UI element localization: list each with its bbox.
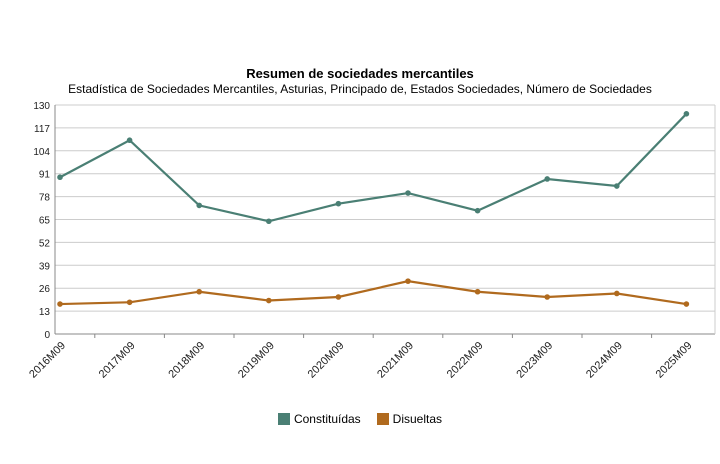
y-tick-label: 104 bbox=[33, 147, 50, 158]
legend-label: Disueltas bbox=[392, 412, 443, 426]
y-tick-label: 13 bbox=[39, 307, 51, 318]
y-tick-label: 65 bbox=[39, 216, 51, 227]
y-tick-label: 0 bbox=[44, 330, 50, 341]
y-tick-label: 91 bbox=[39, 170, 51, 181]
y-tick-label: 78 bbox=[39, 193, 51, 204]
legend-label: Constituídas bbox=[293, 412, 361, 426]
legend-item-constituidas[interactable]: Constituídas bbox=[277, 412, 361, 426]
legend-swatch bbox=[277, 413, 290, 425]
x-tick-label: 2016M09 bbox=[27, 340, 68, 381]
data-point bbox=[335, 200, 342, 207]
x-tick-label: 2024M09 bbox=[584, 340, 625, 381]
data-point bbox=[266, 218, 272, 225]
x-tick-label: 2025M09 bbox=[654, 340, 695, 381]
data-point bbox=[683, 301, 690, 307]
x-tick-label: 2018M09 bbox=[166, 340, 207, 381]
data-point bbox=[196, 288, 202, 295]
data-point bbox=[57, 174, 63, 181]
y-tick-label: 130 bbox=[33, 101, 50, 112]
legend: Constituídas Disueltas bbox=[0, 412, 720, 426]
data-point bbox=[405, 278, 411, 284]
data-point bbox=[126, 299, 133, 306]
series-line-disueltas bbox=[59, 280, 687, 306]
data-point bbox=[405, 190, 411, 196]
data-point bbox=[57, 301, 63, 307]
x-tick-label: 2021M09 bbox=[375, 340, 416, 381]
x-tick-label: 2022M09 bbox=[445, 340, 486, 381]
y-tick-label: 117 bbox=[34, 124, 50, 135]
y-tick-label: 39 bbox=[39, 261, 51, 272]
legend-item-disueltas[interactable]: Disueltas bbox=[376, 412, 443, 426]
x-tick-label: 2020M09 bbox=[306, 340, 347, 381]
y-tick-label: 26 bbox=[39, 284, 51, 295]
data-point bbox=[614, 290, 620, 297]
data-point bbox=[614, 183, 620, 189]
data-point bbox=[126, 137, 133, 144]
chart-title: Resumen de sociedades mercantiles bbox=[246, 66, 474, 81]
data-point bbox=[266, 297, 272, 304]
x-tick-label: 2019M09 bbox=[236, 340, 277, 381]
x-tick-label: 2023M09 bbox=[514, 340, 555, 381]
data-point bbox=[196, 202, 202, 209]
chart-subtitle: Estadística de Sociedades Mercantiles, A… bbox=[68, 82, 652, 96]
data-point bbox=[335, 294, 342, 300]
y-tick-label: 52 bbox=[39, 238, 51, 249]
series-line-constituidas bbox=[59, 113, 688, 223]
data-point bbox=[474, 288, 481, 295]
data-point bbox=[474, 207, 481, 214]
legend-swatch bbox=[376, 413, 389, 425]
data-point bbox=[683, 111, 690, 117]
x-tick-label: 2017M09 bbox=[97, 340, 138, 381]
data-point bbox=[544, 294, 550, 300]
data-point bbox=[544, 176, 550, 182]
